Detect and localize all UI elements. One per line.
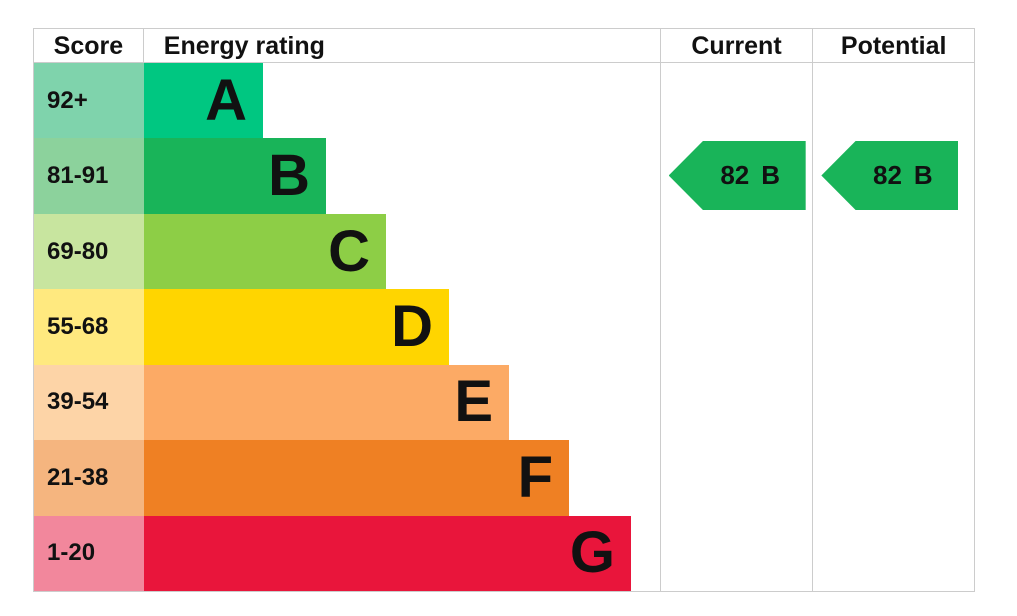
band-row-f: 21-38 F	[34, 440, 660, 516]
epc-rating-chart: Score Energy rating Current Potential 92…	[33, 28, 975, 592]
potential-column: 82 B	[812, 63, 974, 591]
potential-rating-arrow: 82 B	[821, 141, 959, 210]
band-score-range: 21-38	[34, 440, 144, 516]
band-row-b: 81-91 B	[34, 138, 660, 214]
band-letter: G	[569, 520, 615, 586]
band-bar: D	[144, 289, 449, 365]
band-score-range: 39-54	[34, 364, 144, 441]
current-rating-arrow: 82 B	[668, 141, 806, 210]
chart-body: 92+ A 81-91 B 69-80 C 55-68 D	[34, 63, 974, 591]
band-letter: F	[517, 444, 553, 510]
band-bar: B	[144, 138, 326, 214]
band-score-range: 81-91	[34, 138, 144, 214]
current-column-header: Current	[659, 29, 813, 62]
band-bar: A	[144, 63, 263, 139]
band-letter: E	[454, 369, 493, 435]
band-row-d: 55-68 D	[34, 289, 660, 365]
band-letter: A	[205, 67, 247, 133]
band-bar: G	[144, 515, 631, 591]
current-score-value: 82	[720, 160, 750, 190]
score-column-header: Score	[34, 28, 144, 63]
band-score-range: 69-80	[34, 213, 144, 290]
current-column: 82 B	[659, 63, 813, 591]
potential-column-header: Potential	[812, 29, 974, 62]
band-bar: E	[144, 364, 509, 441]
energy-rating-column-header: Energy rating	[163, 31, 325, 60]
band-letter: B	[268, 143, 310, 209]
current-rating-letter: B	[761, 160, 781, 190]
band-letter: C	[328, 218, 370, 284]
rating-bands: 92+ A 81-91 B 69-80 C 55-68 D	[34, 63, 660, 591]
potential-rating-letter: B	[913, 160, 933, 190]
band-row-a: 92+ A	[34, 63, 660, 139]
potential-score-value: 82	[872, 160, 902, 190]
band-row-g: 1-20 G	[34, 515, 660, 591]
band-bar: C	[144, 213, 386, 290]
chart-header: Score Energy rating Current Potential	[34, 28, 974, 63]
band-score-range: 55-68	[34, 289, 144, 365]
band-bar: F	[144, 440, 569, 516]
band-score-range: 1-20	[34, 515, 144, 591]
band-row-c: 69-80 C	[34, 213, 660, 290]
band-row-e: 39-54 E	[34, 364, 660, 441]
band-letter: D	[391, 293, 433, 359]
band-score-range: 92+	[34, 63, 144, 139]
